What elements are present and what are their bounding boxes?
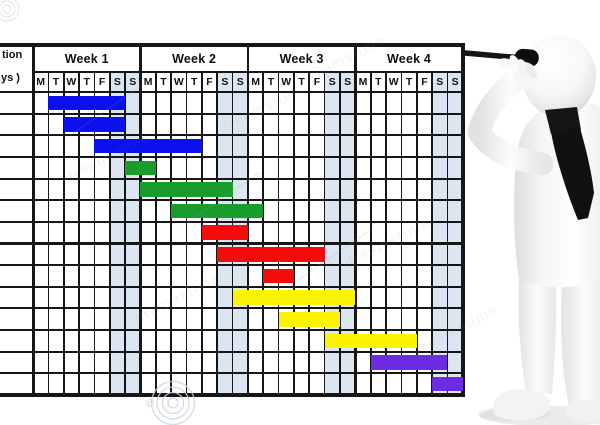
task-bar-red-row7	[201, 225, 248, 240]
weekend-shade-column	[432, 72, 448, 395]
week-header-cell: Week 4	[387, 51, 432, 66]
grid-line-vertical	[369, 72, 372, 397]
task-bar-green-row6	[171, 203, 264, 219]
day-letter-cell: F	[98, 76, 106, 88]
grid-line-horizontal	[0, 372, 465, 375]
task-bar-blue-row1	[48, 95, 126, 111]
task-bar-yellow-row10	[232, 290, 356, 305]
task-bar-blue-row2	[63, 117, 126, 132]
day-letter-cell: S	[344, 76, 352, 88]
grid-line-vertical	[47, 72, 50, 397]
day-letter-cell: F	[313, 76, 321, 88]
task-bar-purple-row14	[432, 376, 463, 392]
grid-line-vertical	[323, 72, 326, 397]
day-letter-cell: T	[267, 76, 275, 88]
day-letter-cell: M	[358, 76, 368, 88]
grid-line-horizontal	[0, 155, 465, 158]
grid-line-horizontal	[0, 199, 465, 202]
grid-line-vertical	[78, 72, 80, 397]
grid-line-vertical	[124, 72, 126, 397]
left-header-line1: tion	[2, 49, 23, 61]
day-letter-cell: F	[206, 76, 213, 88]
day-letter-cell: S	[129, 76, 137, 88]
day-letter-cell: T	[375, 76, 382, 88]
grid-line-vertical	[170, 72, 172, 397]
day-letter-cell: S	[236, 76, 244, 88]
grid-line-vertical	[431, 72, 433, 397]
grid-line-horizontal	[0, 242, 465, 245]
grid-line-vertical	[415, 72, 418, 397]
task-bar-green-row5	[140, 182, 233, 197]
grid-line-horizontal	[0, 264, 465, 267]
day-letter-cell: M	[36, 76, 46, 88]
grid-line-horizontal	[0, 307, 465, 310]
grid-line-horizontal	[0, 112, 465, 115]
task-bar-red-row8	[217, 247, 325, 262]
grid-line-vertical	[339, 72, 341, 397]
day-letter-cell: S	[113, 76, 121, 88]
grid-line-vertical	[262, 72, 265, 397]
day-letter-cell: T	[298, 76, 305, 88]
task-bar-blue-row3	[94, 138, 202, 154]
grid-line-vertical	[93, 72, 96, 397]
weekend-shade-column	[340, 72, 356, 395]
grid-line-vertical	[62, 72, 65, 397]
day-letter-cell: S	[221, 76, 229, 88]
grid-line-horizontal	[0, 43, 465, 47]
grid-line-horizontal	[0, 285, 465, 288]
day-letter-cell: T	[83, 76, 90, 88]
left-header-line2: ys )	[1, 72, 20, 84]
week-header-cell: Week 2	[172, 51, 217, 66]
grid-line-vertical	[108, 72, 111, 397]
day-letter-cell: W	[388, 76, 399, 88]
grid-line-vertical	[446, 72, 449, 397]
task-bar-green-row4	[125, 160, 156, 176]
grid-line-horizontal	[0, 329, 465, 332]
day-letter-cell: S	[451, 76, 459, 88]
grid-line-vertical	[400, 72, 403, 397]
grid-line-horizontal	[0, 177, 465, 180]
day-letter-cell: T	[160, 76, 167, 88]
grid-line-horizontal	[0, 90, 465, 94]
day-letter-cell: M	[143, 76, 153, 88]
day-letter-cell: T	[52, 76, 60, 88]
weekend-shade-column	[125, 72, 141, 395]
day-letter-cell: S	[436, 76, 444, 88]
day-letter-cell: T	[405, 76, 413, 88]
grid-line-vertical	[308, 72, 311, 397]
week-header-cell: Week 3	[279, 51, 324, 66]
task-bar-yellow-row12	[324, 333, 417, 349]
grid-line-vertical	[293, 72, 295, 397]
grid-line-horizontal	[33, 70, 465, 74]
task-bar-red-row9	[263, 268, 294, 284]
day-letter-cell: W	[281, 76, 292, 88]
grid-line-horizontal	[0, 350, 465, 353]
week-header-cell: Week 1	[64, 51, 109, 66]
grid-line-vertical	[277, 72, 280, 397]
task-bar-purple-row13	[370, 355, 448, 370]
weekend-shade-column	[447, 72, 463, 395]
day-letter-cell: W	[173, 76, 184, 88]
grid-line-horizontal	[0, 220, 465, 223]
day-letter-cell: F	[421, 76, 428, 88]
day-letter-cell: M	[251, 76, 260, 88]
day-letter-cell: W	[66, 76, 77, 88]
grid-line-vertical	[154, 72, 157, 397]
grid-line-vertical	[185, 72, 188, 397]
day-letter-cell: T	[190, 76, 198, 88]
left-header-cell: tion ys )	[0, 45, 33, 92]
grid-line-horizontal	[0, 393, 465, 397]
day-letter-cell: S	[328, 76, 336, 88]
grid-line-vertical	[385, 72, 387, 397]
grid-line-horizontal	[0, 134, 465, 137]
task-bar-yellow-row11	[278, 312, 340, 327]
